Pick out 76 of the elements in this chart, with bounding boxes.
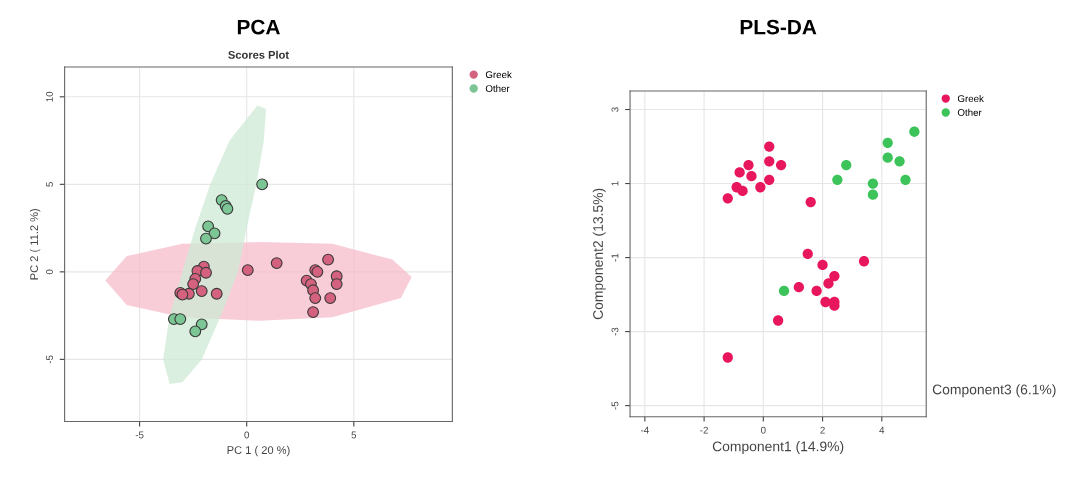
point [174,313,187,326]
point [778,285,790,297]
point [208,227,221,240]
legend-label: Greek [485,70,512,79]
point [241,264,254,277]
point [882,137,893,148]
point [900,174,911,185]
y-tick-label: -5 [46,355,53,364]
x-tick-label: 4 [879,426,885,434]
point [820,296,831,308]
point [793,282,805,293]
x-axis-title: PC 1 ( 20 %) [227,445,290,457]
point [764,141,775,152]
y-axis-title: PC 2 ( 11.2 %) [29,208,41,280]
point [867,178,879,189]
point [867,189,879,200]
x-tick-label: 0 [244,431,250,439]
x-tick-label: -4 [640,426,649,434]
x-tick-label: 5 [351,431,357,439]
point [270,257,283,270]
chart-title: PCA [237,19,280,35]
point [322,253,335,266]
point [802,248,813,260]
point [324,292,337,305]
point [832,174,843,185]
chart-title: PLS-DA [740,19,817,35]
y-tick-label: 0 [46,269,53,275]
point [734,167,745,178]
point [755,182,766,193]
legend-label: Greek [957,94,984,103]
point [330,278,343,291]
point [722,193,733,204]
x-tick-label: 0 [761,426,766,434]
point [829,270,840,282]
point [775,159,787,171]
point [823,278,834,289]
point [200,232,212,245]
point [772,315,784,326]
text: Component3 (6.1%) [932,384,1056,398]
point [256,178,269,191]
point [882,152,893,163]
point [764,174,775,185]
y-tick-label: -5 [611,401,619,410]
x-tick-label: -2 [700,426,708,434]
point [909,126,920,137]
point [817,259,828,271]
point [746,170,757,182]
y-tick-label: 5 [46,182,53,187]
point [841,159,852,171]
y-axis-title: Component2 (13.5%) [592,188,606,320]
point [805,196,816,208]
point [189,325,202,338]
point [722,352,733,363]
point [764,156,775,167]
y-tick-label: 3 [611,107,619,112]
x-tick-label: -5 [135,431,144,439]
point [811,285,822,297]
x-tick-label: 2 [820,426,825,434]
y-tick-label: -3 [611,327,619,336]
point [858,256,870,267]
legend-label: Other [957,108,982,116]
point [307,306,320,319]
point [210,287,223,300]
point [200,266,212,279]
y-tick-label: 1 [611,181,619,186]
point [894,156,905,167]
point [187,278,200,291]
point [309,292,322,305]
chart-subtitle: Scores Plot [228,50,289,59]
y-tick-label: 10 [46,91,53,102]
legend-label: Other [485,84,510,93]
point [743,159,754,171]
y-tick-label: -1 [611,253,619,262]
x-axis-title: Component1 (14.9%) [712,441,844,455]
point [195,285,208,298]
point [737,185,748,197]
